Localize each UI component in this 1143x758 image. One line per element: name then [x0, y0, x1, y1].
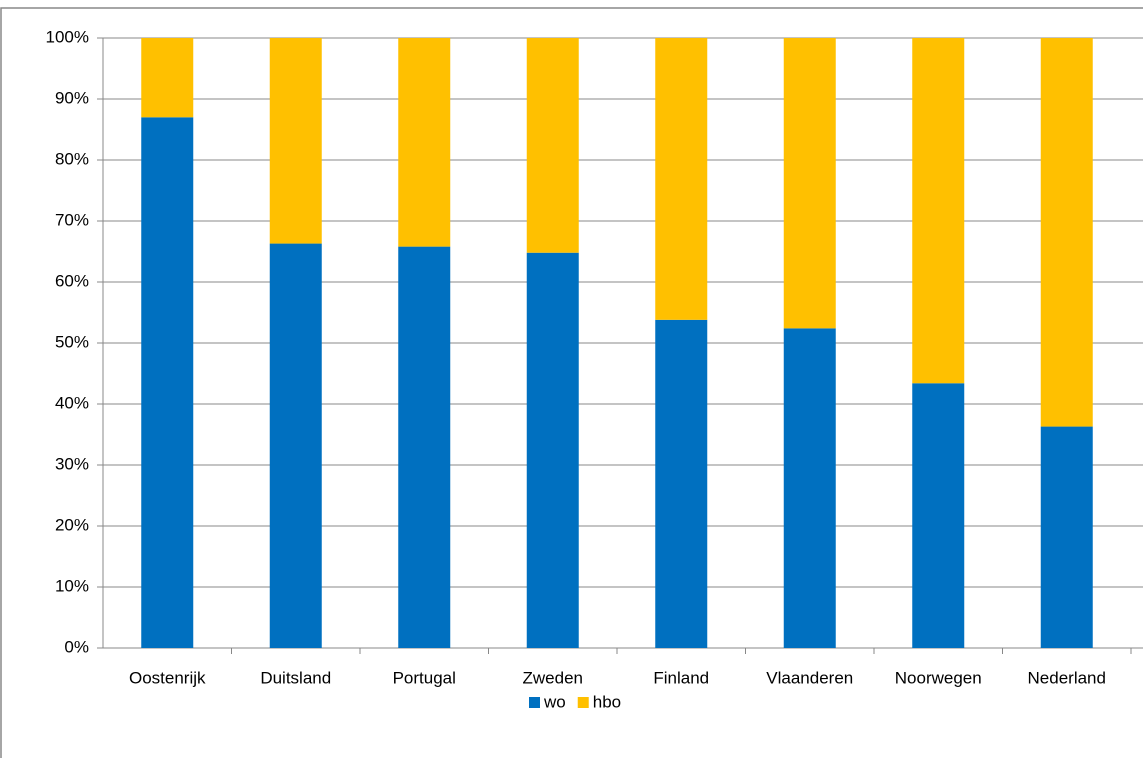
- bar-segment: [398, 246, 451, 648]
- x-tick-label: Vlaanderen: [766, 668, 853, 687]
- bar-segment: [269, 38, 322, 244]
- bar-segment: [1040, 38, 1093, 427]
- y-tick-label: 40%: [55, 393, 89, 412]
- y-tick-label: 60%: [55, 271, 89, 290]
- bar-segment: [783, 328, 836, 648]
- legend-label: hbo: [593, 692, 621, 711]
- bar-segment: [783, 38, 836, 329]
- y-tick-label: 70%: [55, 210, 89, 229]
- bar-segment: [912, 38, 965, 384]
- chart-frame: [0, 7, 1143, 758]
- bar-segment: [1040, 426, 1093, 648]
- y-tick-label: 10%: [55, 576, 89, 595]
- x-tick-label: Oostenrijk: [129, 668, 206, 687]
- y-tick-label: 50%: [55, 332, 89, 351]
- y-tick-label: 100%: [46, 27, 89, 46]
- bar-segment: [526, 252, 579, 648]
- legend-swatch: [577, 697, 589, 708]
- y-tick-label: 20%: [55, 515, 89, 534]
- bar-segment: [526, 38, 579, 253]
- bar-segment: [141, 38, 194, 118]
- bar-segment: [655, 319, 708, 648]
- legend-label: wo: [543, 692, 566, 711]
- y-tick-label: 80%: [55, 149, 89, 168]
- x-tick-label: Noorwegen: [895, 668, 982, 687]
- bar-segment: [398, 38, 451, 247]
- legend-swatch: [529, 697, 540, 708]
- y-tick-label: 30%: [55, 454, 89, 473]
- x-tick-label: Finland: [653, 668, 709, 687]
- bar-segment: [655, 38, 708, 320]
- x-tick-label: Zweden: [523, 668, 583, 687]
- x-tick-label: Duitsland: [260, 668, 331, 687]
- x-tick-label: Nederland: [1028, 668, 1106, 687]
- y-tick-label: 0%: [64, 637, 89, 656]
- x-tick-label: Portugal: [393, 668, 456, 687]
- bar-segment: [269, 243, 322, 648]
- bar-segment: [912, 383, 965, 648]
- y-tick-label: 90%: [55, 88, 89, 107]
- bar-segment: [141, 117, 194, 649]
